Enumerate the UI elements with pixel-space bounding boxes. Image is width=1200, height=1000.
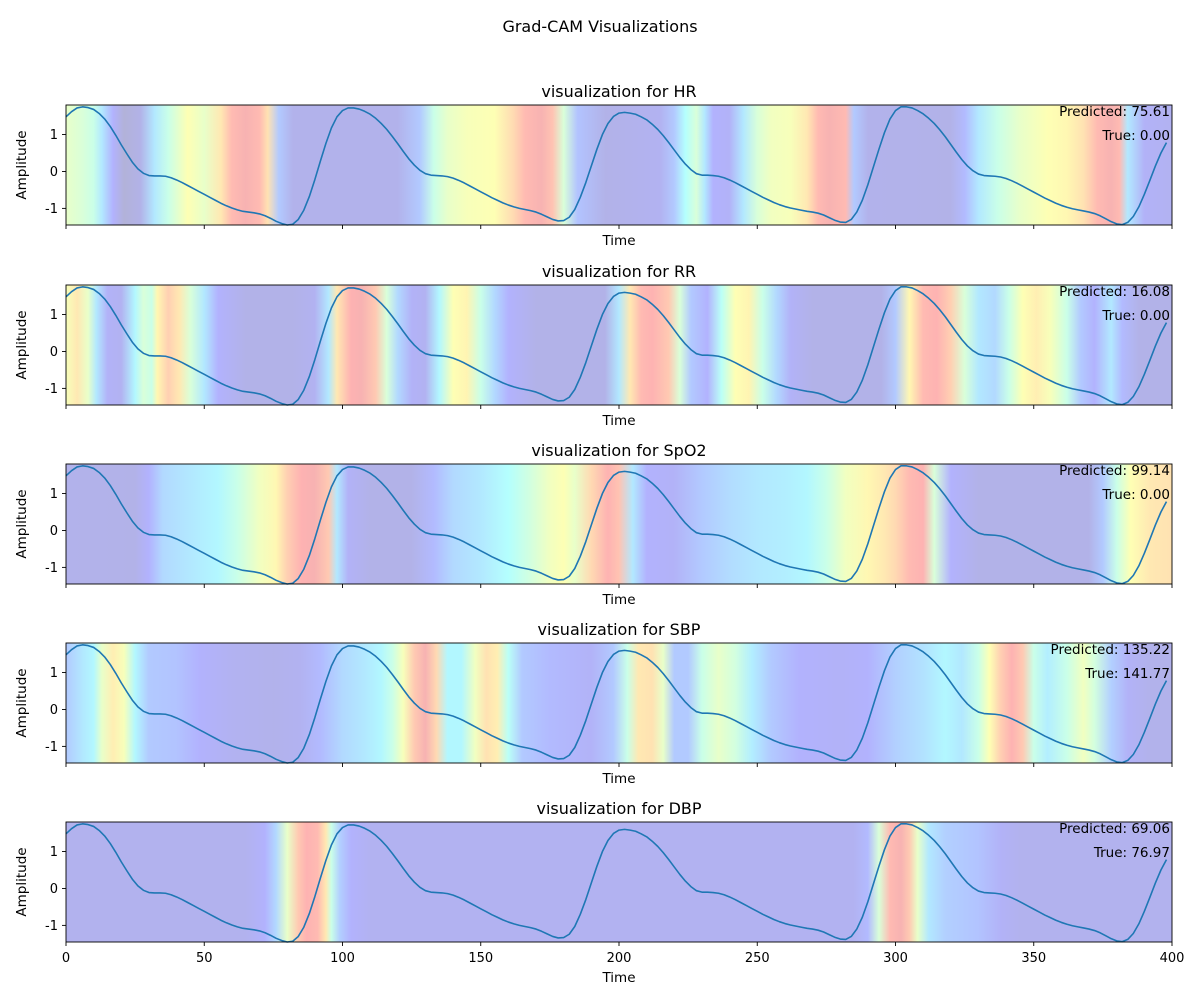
signal-line <box>65 644 1168 764</box>
gradcam-heatmap <box>66 285 1172 405</box>
y-tick-label: 0 <box>50 345 58 360</box>
predicted-value-label: Predicted: 135.22 <box>1051 642 1170 658</box>
y-tick-label: -1 <box>45 740 58 755</box>
gradcam-heatmap <box>66 643 1172 763</box>
y-tick-label: 0 <box>50 882 58 897</box>
y-tick-label: -1 <box>45 202 58 217</box>
x-axis-label: Time <box>601 592 635 608</box>
y-tick-label: 0 <box>50 524 58 539</box>
true-value-label: True: 76.97 <box>1093 845 1170 861</box>
predicted-value-label: Predicted: 75.61 <box>1059 104 1170 120</box>
panel-title: visualization for HR <box>541 82 696 101</box>
gradcam-heatmap <box>66 464 1172 584</box>
panel-title: visualization for DBP <box>536 799 701 818</box>
panel-title: visualization for RR <box>542 262 696 281</box>
chart-panel: 1 0 -1 visualization for SpO2 Time Amplitude P… <box>14 441 1173 608</box>
gradcam-heatmap <box>66 105 1172 225</box>
true-value-label: True: 0.00 <box>1101 487 1170 503</box>
y-axis-label: Amplitude <box>14 310 30 379</box>
y-tick-label: -1 <box>45 561 58 576</box>
x-axis-label: Time <box>601 771 635 787</box>
predicted-value-label: Predicted: 99.14 <box>1059 463 1170 479</box>
true-value-label: True: 141.77 <box>1084 666 1170 682</box>
y-tick-label: 1 <box>50 128 58 143</box>
chart-panel: 1 0 -1 visualization for RR Time Amplitude Pre… <box>14 262 1173 429</box>
y-tick-label: 1 <box>50 308 58 323</box>
y-tick-label: 1 <box>50 487 58 502</box>
y-tick-label: 1 <box>50 666 58 681</box>
x-tick-label: 50 <box>196 951 213 966</box>
y-tick-label: 0 <box>50 165 58 180</box>
y-axis-label: Amplitude <box>14 668 30 737</box>
panel-title: visualization for SpO2 <box>531 441 706 460</box>
y-tick-label: -1 <box>45 919 58 934</box>
signal-line <box>65 465 1168 585</box>
chart-panel: 1 0 -1 visualization for HR Time Amplitude Pre… <box>14 82 1173 249</box>
chart-panel: 1 0 -1 0 50 100 150 200 250 300 350 400 visualizatio… <box>14 799 1184 986</box>
y-axis-label: Amplitude <box>14 130 30 199</box>
true-value-label: True: 0.00 <box>1101 128 1170 144</box>
x-axis-label: Time <box>601 233 635 249</box>
x-axis-label: Time <box>601 970 635 986</box>
figure-title: Grad-CAM Visualizations <box>502 17 697 36</box>
x-tick-label: 100 <box>330 951 355 966</box>
x-tick-label: 300 <box>883 951 908 966</box>
signal-line <box>65 106 1168 226</box>
panel-title: visualization for SBP <box>538 620 701 639</box>
x-tick-label: 150 <box>468 951 493 966</box>
x-tick-label: 350 <box>1021 951 1046 966</box>
predicted-value-label: Predicted: 16.08 <box>1059 284 1170 300</box>
y-tick-label: -1 <box>45 382 58 397</box>
x-tick-label: 400 <box>1160 951 1185 966</box>
signal-line <box>65 286 1168 406</box>
y-tick-label: 1 <box>50 845 58 860</box>
signal-line <box>65 823 1168 943</box>
gradcam-heatmap <box>66 822 1172 942</box>
y-tick-label: 0 <box>50 703 58 718</box>
predicted-value-label: Predicted: 69.06 <box>1059 821 1170 837</box>
true-value-label: True: 0.00 <box>1101 308 1170 324</box>
chart-panel: 1 0 -1 visualization for SBP Time Amplitude Pr… <box>14 620 1173 787</box>
y-axis-label: Amplitude <box>14 489 30 558</box>
x-tick-label: 250 <box>745 951 770 966</box>
x-tick-label: 200 <box>607 951 632 966</box>
x-tick-label: 0 <box>62 951 70 966</box>
x-axis-label: Time <box>601 413 635 429</box>
y-axis-label: Amplitude <box>14 847 30 916</box>
